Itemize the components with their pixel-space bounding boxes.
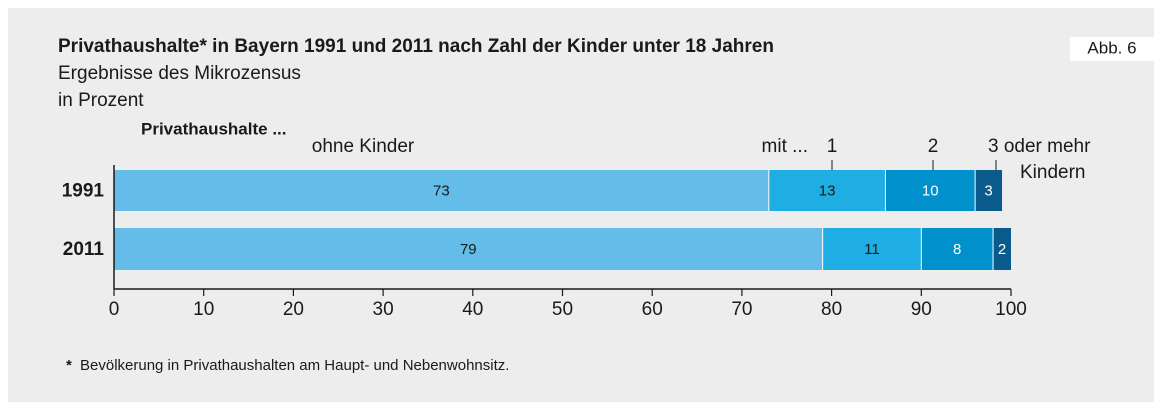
x-tick-label: 80 (821, 299, 842, 320)
badge: Abb. 6 (1087, 38, 1136, 57)
value-label: 3 (984, 182, 992, 199)
bar-segment (822, 228, 922, 270)
legend-suffix: Kindern (1020, 162, 1086, 183)
legend-label: ohne Kinder (312, 136, 415, 157)
x-tick-label: 50 (552, 299, 573, 320)
value-label: 8 (953, 241, 961, 258)
bar-segment (993, 228, 1011, 270)
x-tick-label: 70 (731, 299, 752, 320)
value-label: 2 (998, 241, 1006, 258)
x-tick-label: 30 (373, 299, 394, 320)
x-tick-label: 90 (911, 299, 932, 320)
bar-segment (885, 170, 976, 211)
value-label: 11 (864, 241, 880, 258)
legend-label: 1 (827, 136, 838, 157)
chart-subtitle: Ergebnisse des Mikrozensus (58, 63, 301, 84)
value-label: 13 (819, 182, 836, 199)
value-label: 73 (433, 182, 450, 199)
footnote: Bevölkerung in Privathaushalten am Haupt… (80, 357, 509, 374)
x-tick-label: 40 (462, 299, 483, 320)
x-tick-label: 10 (193, 299, 214, 320)
badge-box (1070, 37, 1154, 61)
bar-segment (768, 170, 886, 211)
bar-segment (975, 170, 1003, 211)
footnote-mark: * (66, 357, 72, 374)
x-tick-label: 60 (642, 299, 663, 320)
value-label: 79 (460, 241, 477, 258)
bar-segment (114, 228, 823, 270)
x-tick-label: 100 (995, 299, 1027, 320)
bar-segment (921, 228, 994, 270)
category-label: 2011 (63, 239, 105, 260)
chart-title: Privathaushalte* in Bayern 1991 und 2011… (58, 36, 774, 57)
legend-title: Privathaushalte ... (141, 119, 287, 138)
value-label: 10 (922, 182, 939, 199)
x-tick-label: 0 (109, 299, 120, 320)
x-tick-label: 20 (283, 299, 304, 320)
legend-prefix: mit ... (762, 136, 808, 157)
category-label: 1991 (62, 181, 105, 202)
bar-segment (114, 170, 769, 211)
unit-label: in Prozent (58, 90, 144, 111)
legend-label: 2 (928, 136, 939, 157)
legend-label: 3 oder mehr (988, 136, 1091, 157)
